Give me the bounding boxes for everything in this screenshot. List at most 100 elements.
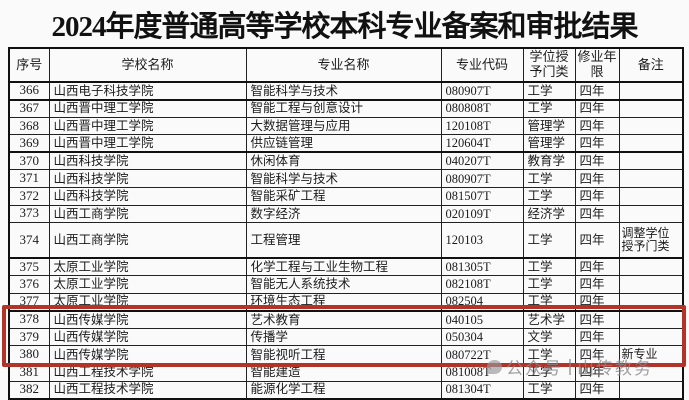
cell-no: 378	[8, 310, 50, 329]
cell-note	[618, 310, 684, 329]
cell-code: 082108T	[440, 275, 524, 294]
cell-note: 调整学位授予门类	[618, 222, 684, 259]
cell-no: 376	[8, 275, 50, 294]
table-row: 371 山西科技学院 智能科学与技术 080907T 工学 四年	[8, 169, 684, 189]
cell-major: 工程管理	[245, 222, 442, 259]
cell-code: 040105	[440, 310, 524, 329]
cell-note	[618, 187, 684, 206]
cell-years: 四年	[574, 169, 620, 189]
cell-years: 四年	[574, 345, 620, 364]
cell-years: 四年	[574, 116, 620, 136]
cell-school: 山西科技学院	[48, 187, 247, 206]
cell-degree: 工学	[522, 99, 576, 118]
cell-years: 四年	[574, 292, 620, 312]
cell-school: 山西晋中理工学院	[48, 134, 247, 154]
col-header-degree: 学位授予门类	[522, 47, 576, 83]
cell-years: 四年	[574, 380, 620, 400]
cell-school: 山西工程技术学院	[48, 363, 247, 382]
cell-years: 四年	[574, 81, 620, 101]
table-row: 376 太原工业学院 智能无人系统技术 082108T 工学 四年	[8, 275, 684, 294]
table-body: 366 山西电子科技学院 智能科学与技术 080907T 工学 四年 367 山西晋中理工学院…	[8, 81, 684, 400]
header-row: 序号 学校名称 专业名称 专业代码 学位授予门类 修业年限 备注	[8, 47, 684, 83]
cell-code: 120108T	[440, 116, 524, 136]
cell-code: 050304	[440, 327, 524, 347]
cell-years: 四年	[574, 99, 620, 118]
cell-note	[618, 151, 684, 171]
cell-code: 020109T	[440, 204, 524, 224]
cell-note	[618, 257, 684, 277]
cell-no: 372	[8, 187, 50, 206]
cell-note	[618, 292, 684, 312]
cell-degree: 经济学	[522, 204, 576, 224]
col-header-major: 专业名称	[245, 47, 442, 83]
cell-major: 大数据管理与应用	[245, 116, 442, 136]
table-row: 377 太原工业学院 环境生态工程 082504 工学 四年	[8, 292, 684, 312]
cell-school: 山西晋中理工学院	[48, 116, 247, 136]
cell-school: 山西科技学院	[48, 151, 247, 171]
cell-school: 山西电子科技学院	[48, 81, 247, 101]
cell-years: 四年	[574, 257, 620, 277]
cell-no: 373	[8, 204, 50, 224]
watermark-name: 山传教务	[577, 359, 653, 378]
cell-major: 智能工程与创意设计	[245, 99, 442, 118]
cell-note	[618, 134, 684, 154]
cell-degree: 工学	[522, 169, 576, 189]
cell-years: 四年	[574, 134, 620, 154]
col-header-note: 备注	[618, 47, 684, 83]
results-table: 序号 学校名称 专业名称 专业代码 学位授予门类 修业年限 备注 366 山西电子…	[8, 47, 684, 400]
cell-school: 山西工程技术学院	[48, 380, 247, 400]
cell-note	[618, 116, 684, 136]
cell-major: 传播学	[245, 327, 442, 347]
col-header-code: 专业代码	[440, 47, 524, 83]
table-row: 373 山西工商学院 数字经济 020109T 经济学 四年	[8, 204, 684, 224]
cell-note	[618, 169, 684, 189]
cell-note	[618, 327, 684, 347]
cell-major: 智能视听工程	[245, 345, 442, 364]
cell-no: 371	[8, 169, 50, 189]
watermark: 公众号 山传教务	[487, 354, 653, 379]
cell-note	[618, 99, 684, 118]
cell-years: 四年	[574, 327, 620, 347]
table-row: 379 山西传媒学院 传播学 050304 文学 四年	[8, 327, 684, 347]
table-row: 382 山西工程技术学院 能源化学工程 081304T 工学 四年	[8, 380, 684, 400]
cell-code: 080907T	[440, 169, 524, 189]
table-row: 366 山西电子科技学院 智能科学与技术 080907T 工学 四年	[8, 81, 684, 101]
cell-years: 四年	[574, 275, 620, 294]
cell-major: 能源化学工程	[245, 380, 442, 400]
cell-degree: 工学	[522, 275, 576, 294]
cell-school: 太原工业学院	[48, 257, 247, 277]
table-row: 367 山西晋中理工学院 智能工程与创意设计 080808T 工学 四年	[8, 99, 684, 118]
cell-code: 082504	[440, 292, 524, 312]
cell-code: 081304T	[440, 380, 524, 400]
cell-degree: 工学	[522, 222, 576, 259]
cell-years: 四年	[574, 222, 620, 259]
cell-school: 山西晋中理工学院	[48, 99, 247, 118]
cell-years: 四年	[574, 310, 620, 329]
cell-degree: 管理学	[522, 116, 576, 136]
cell-major: 化学工程与工业生物工程	[245, 257, 442, 277]
cell-major: 智能科学与技术	[245, 169, 442, 189]
cell-no: 367	[8, 99, 50, 118]
cell-school: 山西传媒学院	[48, 327, 247, 347]
cell-years: 四年	[574, 151, 620, 171]
table-row: 375 太原工业学院 化学工程与工业生物工程 081305T 工学 四年	[8, 257, 684, 277]
cell-no: 370	[8, 151, 50, 171]
cell-major: 智能无人系统技术	[245, 275, 442, 294]
cell-no: 374	[8, 222, 50, 259]
table-row: 372 山西科技学院 智能采矿工程 081507T 工学 四年	[8, 187, 684, 206]
table-row: 370 山西科技学院 休闲体育 040207T 教育学 四年	[8, 151, 684, 171]
cell-code: 040207T	[440, 151, 524, 171]
cell-major: 环境生态工程	[245, 292, 442, 312]
cell-code: 120604T	[440, 134, 524, 154]
cell-school: 山西工商学院	[48, 204, 247, 224]
cell-no: 382	[8, 380, 50, 400]
cell-school: 山西传媒学院	[48, 310, 247, 329]
cell-major: 智能建造	[245, 363, 442, 382]
cell-no: 375	[8, 257, 50, 277]
cell-school: 山西科技学院	[48, 169, 247, 189]
col-header-years: 修业年限	[574, 47, 620, 83]
cell-note	[618, 204, 684, 224]
cell-no: 380	[8, 345, 50, 364]
cell-code: 081507T	[440, 187, 524, 206]
cell-degree: 工学	[522, 187, 576, 206]
